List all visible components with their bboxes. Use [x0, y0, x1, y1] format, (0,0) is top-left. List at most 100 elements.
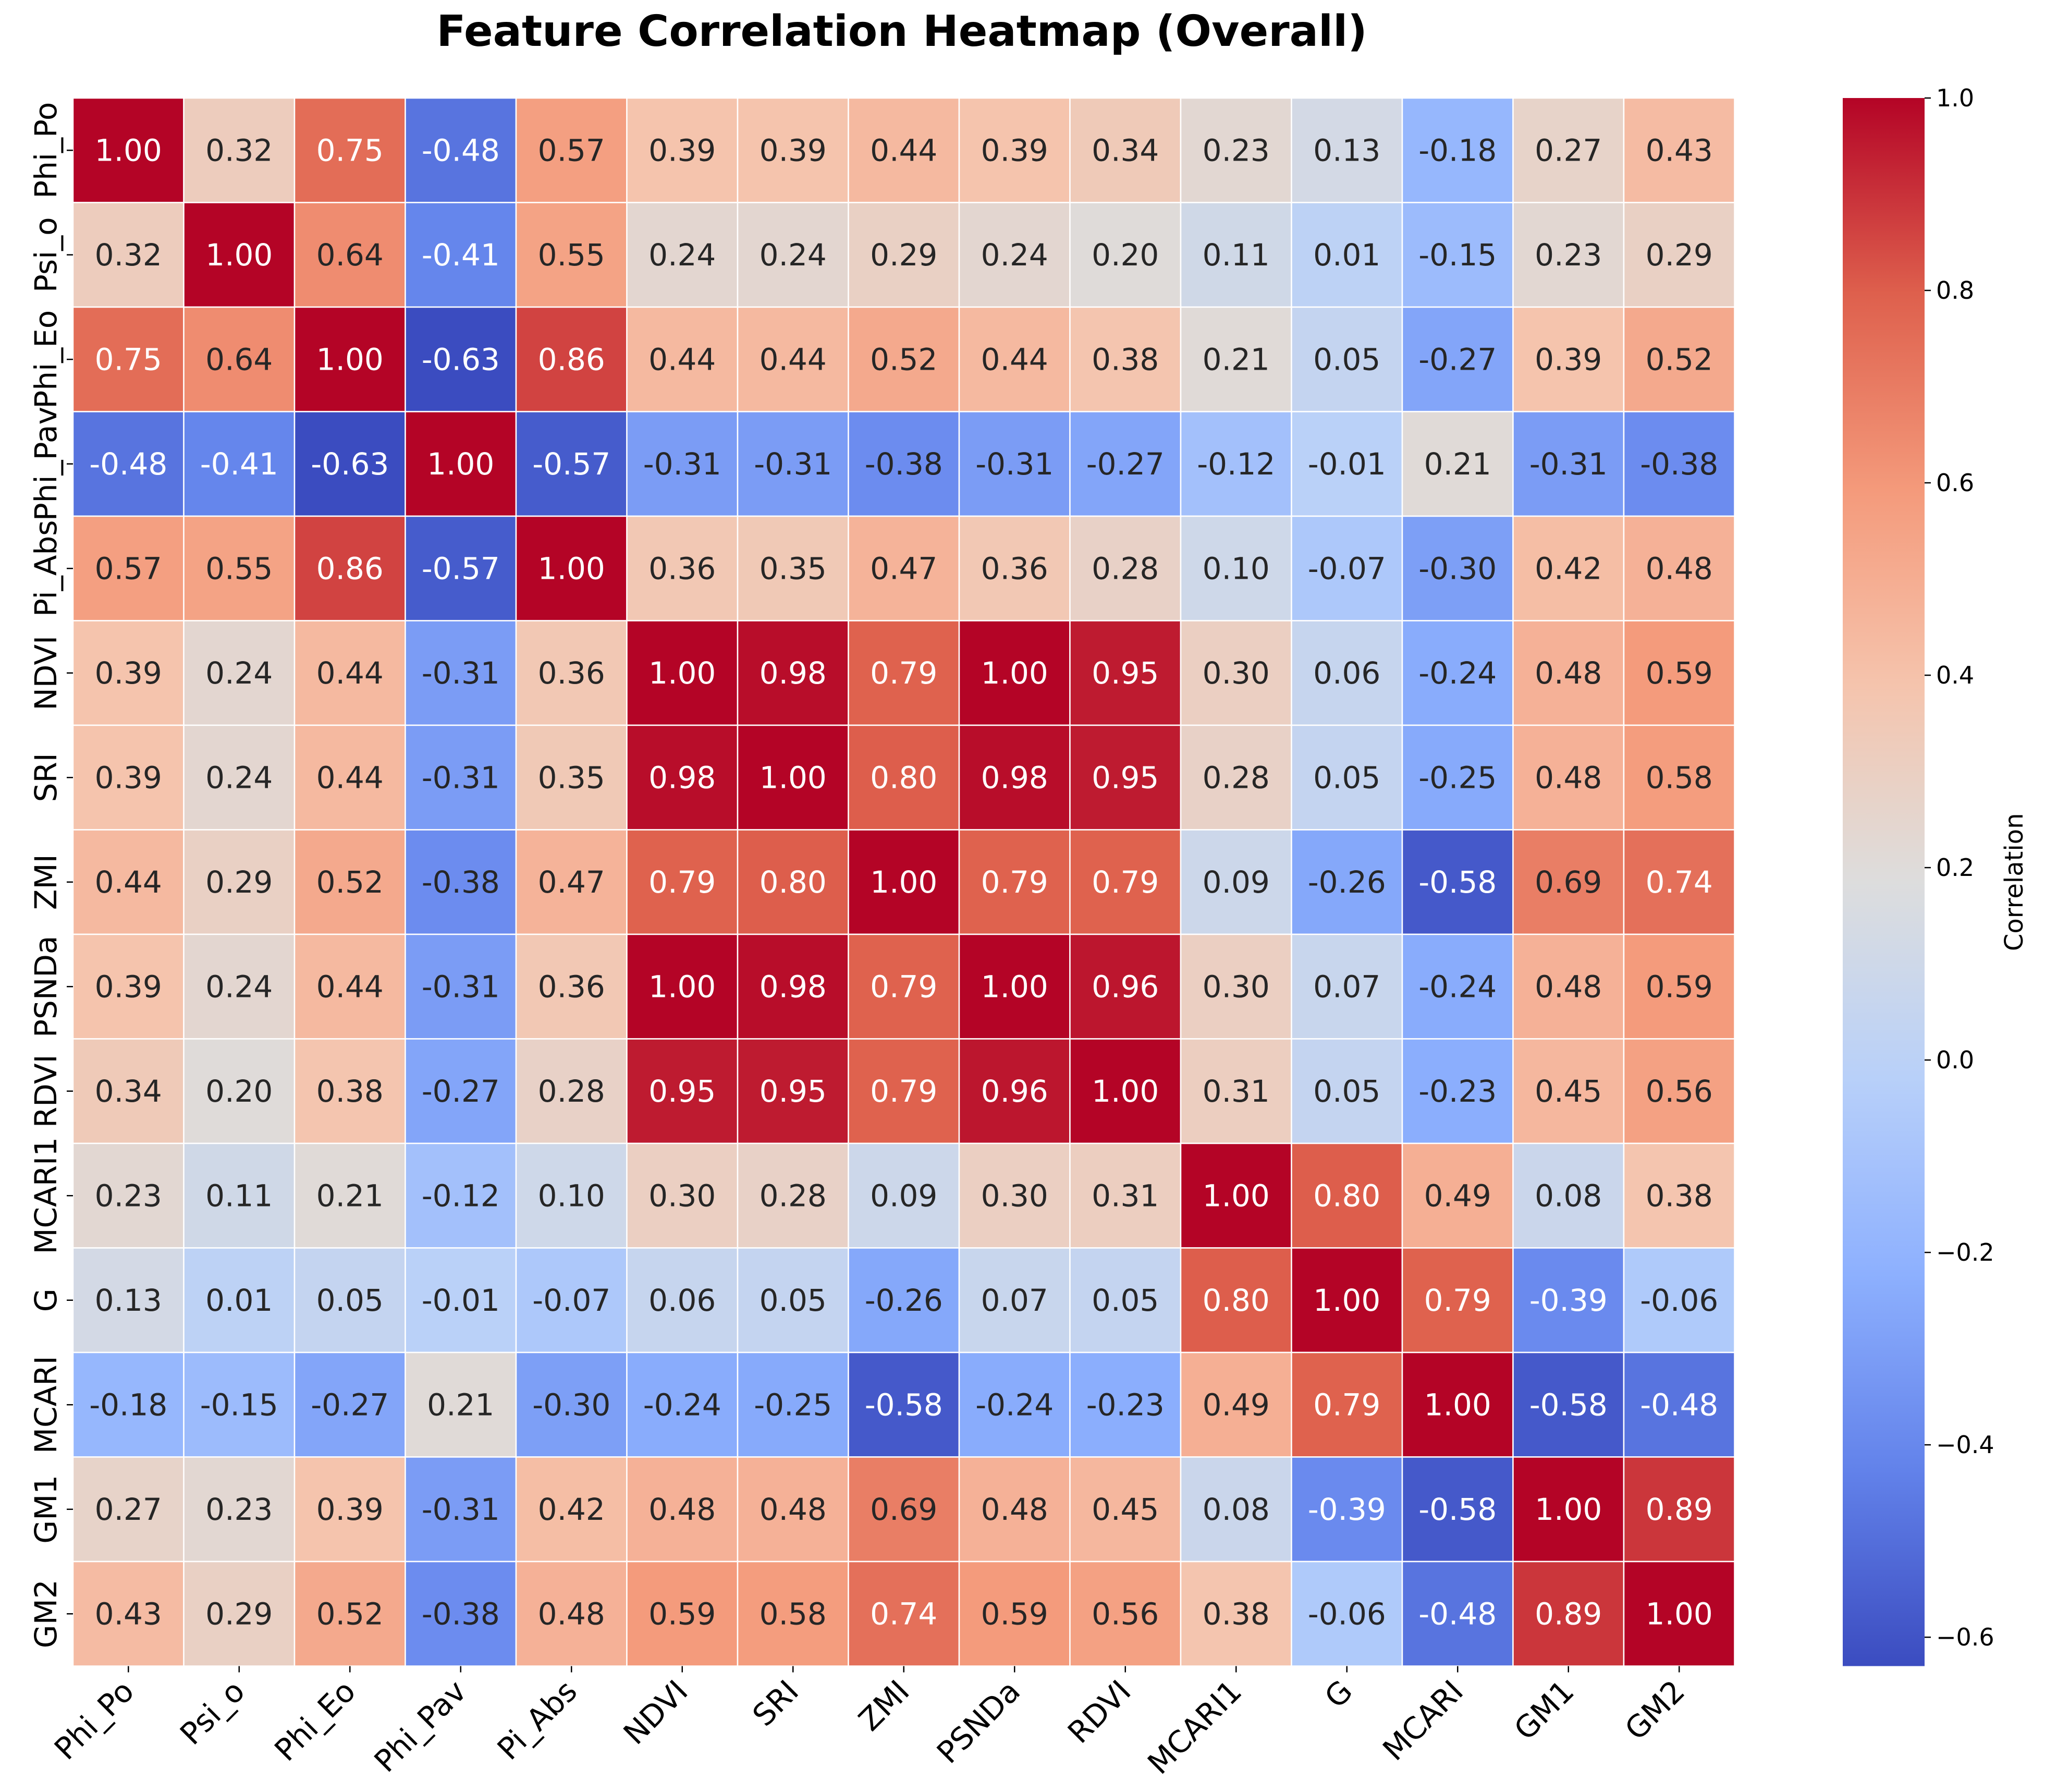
- cell-value-label: -0.38: [865, 446, 943, 482]
- cell-value-label: 1.00: [648, 655, 716, 691]
- heatmap-cell: [405, 724, 517, 831]
- cell-value-label: 0.86: [538, 342, 605, 377]
- cell-value-label: 0.38: [1646, 1178, 1713, 1213]
- heatmap-cell: [1291, 202, 1403, 308]
- cell-value-label: 0.52: [1646, 342, 1713, 377]
- heatmap-cell: [1623, 829, 1735, 935]
- heatmap-cell: [626, 1561, 739, 1667]
- heatmap-cell: [293, 1247, 406, 1354]
- cell-value-label: -0.58: [865, 1387, 943, 1422]
- cell-value-label: -0.63: [311, 446, 389, 482]
- cell-value-label: 0.28: [1203, 760, 1270, 795]
- cell-value-label: 1.00: [981, 969, 1048, 1004]
- cell-value-label: 0.43: [95, 1596, 162, 1631]
- heatmap-cell: [183, 202, 296, 308]
- cell-value-label: 0.21: [1203, 342, 1270, 377]
- cell-value-label: 0.11: [205, 1178, 273, 1213]
- heatmap-cell: [405, 1038, 517, 1144]
- heatmap-cell: [848, 1351, 960, 1458]
- heatmap-cell: [1401, 202, 1514, 308]
- heatmap-cell: [183, 620, 296, 726]
- y-tick-label: GM2: [28, 1579, 64, 1648]
- heatmap-cell: [1623, 202, 1735, 308]
- cell-value-label: 0.07: [981, 1283, 1048, 1318]
- cell-value-label: 0.24: [205, 760, 273, 795]
- cell-value-label: 1.00: [870, 864, 937, 900]
- x-tick-label: GM1: [1507, 1673, 1581, 1747]
- x-tick-label: Phi_Po: [47, 1673, 141, 1766]
- cell-value-label: 0.74: [870, 1596, 937, 1631]
- x-tick-label: MCARI1: [1141, 1673, 1248, 1781]
- heatmap-cell: [515, 306, 628, 412]
- heatmap-cell: [1401, 1038, 1514, 1144]
- heatmap-cell: [72, 1456, 185, 1563]
- cell-value-label: -0.15: [1418, 237, 1497, 273]
- cell-value-label: 0.21: [316, 1178, 384, 1213]
- heatmap-cell: [1069, 620, 1182, 726]
- heatmap-cell: [405, 97, 517, 203]
- cell-value-label: 0.05: [1313, 342, 1380, 377]
- heatmap-cell: [737, 202, 849, 308]
- heatmap-cell: [1512, 97, 1625, 203]
- cell-value-label: 0.55: [205, 551, 273, 586]
- cell-value-label: -0.26: [1308, 864, 1386, 900]
- cell-value-label: 0.09: [870, 1178, 937, 1213]
- cell-value-label: 0.49: [1424, 1178, 1491, 1213]
- cell-value-label: 0.80: [1203, 1283, 1270, 1318]
- heatmap-cell: [293, 97, 406, 203]
- cell-value-label: -0.39: [1308, 1492, 1386, 1527]
- heatmap-cell: [737, 1142, 849, 1249]
- heatmap-cell: [958, 1456, 1071, 1563]
- cell-value-label: 0.31: [1092, 1178, 1159, 1213]
- cell-value-label: 0.01: [205, 1283, 273, 1318]
- heatmap-cell: [626, 933, 739, 1040]
- cell-value-label: 0.29: [870, 237, 937, 273]
- y-tick-label: GM1: [28, 1475, 64, 1544]
- x-tick-label: SRI: [745, 1673, 805, 1733]
- heatmap-cell: [515, 829, 628, 935]
- cell-value-label: 0.44: [316, 760, 384, 795]
- cell-value-label: 0.45: [1092, 1492, 1159, 1527]
- heatmap-cell: [1401, 1247, 1514, 1354]
- y-tick-label: Phi_Eo: [28, 310, 64, 409]
- heatmap-cell: [72, 411, 185, 517]
- cell-value-label: -0.31: [1529, 446, 1608, 482]
- heatmap-cell: [183, 1456, 296, 1563]
- cell-value-label: 0.59: [648, 1596, 716, 1631]
- heatmap-cell: [183, 1351, 296, 1458]
- cell-value-label: 0.34: [1092, 132, 1159, 168]
- cell-value-label: 0.95: [1092, 655, 1159, 691]
- colorbar-tick-label: 0.0: [1936, 1046, 1974, 1074]
- cell-value-label: 0.32: [205, 132, 273, 168]
- heatmap-cell: [1291, 724, 1403, 831]
- cell-value-label: 0.89: [1535, 1596, 1602, 1631]
- cell-value-label: -0.31: [422, 969, 500, 1004]
- heatmap-cell: [626, 724, 739, 831]
- cell-value-label: 0.52: [316, 1596, 384, 1631]
- heatmap-cell: [1069, 724, 1182, 831]
- cell-value-label: 0.79: [1313, 1387, 1380, 1422]
- heatmap-cell: [183, 829, 296, 935]
- cell-value-label: -0.18: [89, 1387, 167, 1422]
- cell-value-label: 0.59: [1646, 655, 1713, 691]
- heatmap-cell: [72, 1142, 185, 1249]
- heatmap-cell: [405, 1456, 517, 1563]
- heatmap-cell: [626, 1142, 739, 1249]
- cell-value-label: 0.96: [981, 1074, 1048, 1109]
- cell-value-label: 0.80: [1313, 1178, 1380, 1213]
- heatmap-cell: [626, 515, 739, 621]
- cell-value-label: -0.07: [532, 1283, 610, 1318]
- heatmap-cell: [405, 1351, 517, 1458]
- heatmap-cell: [1291, 1247, 1403, 1354]
- heatmap-cell: [626, 411, 739, 517]
- cell-value-label: 0.05: [1092, 1283, 1159, 1318]
- cell-value-label: 0.30: [981, 1178, 1048, 1213]
- heatmap-cell: [183, 1561, 296, 1667]
- heatmap-cell: [405, 620, 517, 726]
- heatmap-cell: [72, 306, 185, 412]
- x-tick-label: Pi_Abs: [491, 1673, 584, 1766]
- cell-value-label: 0.05: [316, 1283, 384, 1318]
- cell-value-label: -0.41: [200, 446, 278, 482]
